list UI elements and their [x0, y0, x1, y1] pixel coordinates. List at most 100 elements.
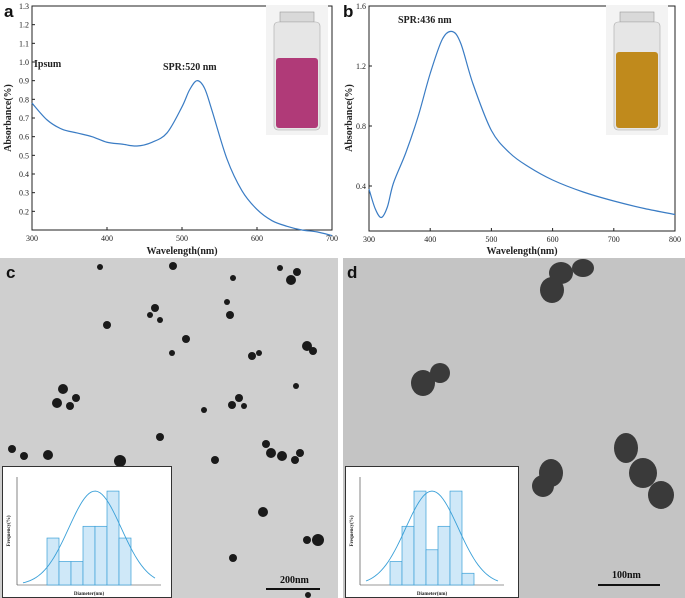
ytick-label-a-1.1: 1.1	[19, 39, 29, 48]
histogram-bar-c-4	[82, 525, 96, 586]
nanoparticle	[201, 407, 207, 413]
vial-image-b	[606, 5, 668, 135]
histogram-bar-d-7	[461, 572, 475, 586]
nanoparticle	[8, 445, 16, 453]
ytick-label-a-0.2: 0.2	[19, 207, 29, 216]
tem-image-d	[343, 258, 685, 598]
scalebar-c	[266, 588, 320, 590]
ytick-label-a-0.4: 0.4	[19, 170, 29, 179]
ytick-label-a-0.9: 0.9	[19, 77, 29, 86]
legend-label-a: Ipsum	[34, 59, 62, 70]
spectrum-line-b	[368, 30, 676, 219]
nanoparticle	[305, 592, 311, 598]
scalebar-d	[598, 584, 660, 586]
nanoparticle	[629, 458, 657, 488]
ytick-label-a-0.5: 0.5	[19, 151, 29, 160]
histogram-bar-c-1	[46, 537, 60, 586]
nanoparticle	[226, 311, 234, 319]
nanoparticle	[156, 433, 164, 441]
histogram-inset-c: Diameter(nm) Frequency(%)	[2, 466, 172, 598]
nanoparticle	[114, 455, 126, 467]
nanoparticle	[20, 452, 28, 460]
nanoparticle	[224, 299, 230, 305]
xtick-label-b-300: 300	[363, 235, 375, 244]
histogram-bar-d-3	[413, 490, 427, 586]
spectrum-line-a	[31, 80, 333, 237]
nanoparticle	[211, 456, 219, 464]
nanoparticle	[266, 448, 276, 458]
nanoparticle	[235, 394, 243, 402]
nanoparticle	[157, 317, 163, 323]
ytick-label-a-1.0: 1.0	[19, 58, 29, 67]
nanoparticle	[262, 440, 270, 448]
nanoparticle	[103, 321, 111, 329]
nanoparticle	[302, 341, 312, 351]
nanoparticle	[169, 350, 175, 356]
spectra-charts: 300 400 500 600 700 0.2 0.3 0.4 0.5 0.6 0.7 0.8 0.9 1…	[3, 2, 681, 257]
ytick-label-a-0.7: 0.7	[19, 114, 29, 123]
nanoparticle	[532, 475, 554, 497]
nanoparticle	[293, 268, 301, 276]
histogram-bar-c-5	[94, 525, 108, 586]
ylabel-a: Absorbance(%)	[3, 84, 14, 152]
ytick-label-b-0.8: 0.8	[356, 122, 366, 131]
histogram-bar-d-4	[425, 549, 439, 586]
nanoparticle	[151, 304, 159, 312]
gaussian-fit-c	[22, 490, 156, 584]
ytick-label-a-0.6: 0.6	[19, 133, 29, 142]
nanoparticle	[241, 403, 247, 409]
ytick-label-a-0.8: 0.8	[19, 95, 29, 104]
nanoparticle	[293, 383, 299, 389]
nanoparticle	[296, 449, 304, 457]
nanoparticle	[411, 370, 435, 396]
ytick-label-b-0.4: 0.4	[356, 182, 366, 191]
inset-ylabel-d: Frequency(%)	[350, 515, 355, 546]
xtick-label-b-400: 400	[424, 235, 436, 244]
plot-frame-b	[368, 5, 676, 232]
histogram-bar-c-2	[58, 561, 72, 586]
panel-letter-d: d	[347, 263, 358, 282]
nanoparticle	[258, 507, 268, 517]
nanoparticle	[312, 534, 324, 546]
xtick-label-a-300: 300	[26, 234, 38, 243]
nanoparticle	[169, 262, 177, 270]
nanoparticle	[291, 456, 299, 464]
panel-letter-b: b	[343, 2, 354, 21]
nanoparticle	[52, 398, 62, 408]
ytick-label-a-1.2: 1.2	[19, 21, 29, 30]
histogram-bar-c-7	[118, 537, 132, 586]
nanoparticle	[648, 481, 674, 509]
xtick-label-b-600: 600	[547, 235, 559, 244]
vial-image-a	[266, 5, 328, 135]
spr-annotation-b: SPR:436 nm	[398, 15, 452, 26]
nanoparticle	[303, 536, 311, 544]
nanoparticle	[277, 265, 283, 271]
gaussian-fit-d	[365, 490, 499, 582]
nanoparticle	[182, 335, 190, 343]
histogram-bar-d-5	[437, 525, 451, 586]
nanoparticle	[572, 259, 594, 277]
nanoparticle	[147, 312, 153, 318]
panel-letter-c: c	[6, 263, 16, 282]
ylabel-b: Absorbance(%)	[344, 84, 355, 152]
scalebar-label-d: 100nm	[612, 570, 641, 581]
xtick-label-a-500: 500	[176, 234, 188, 243]
inset-xlabel-d: Diameter(nm)	[417, 592, 448, 597]
histogram-inset-d: Diameter(nm) Frequency(%)	[345, 466, 519, 598]
xtick-label-b-700: 700	[608, 235, 620, 244]
histogram-bar-c-6	[106, 490, 120, 586]
nanoparticle	[58, 384, 68, 394]
inset-ylabel-c: Frequency(%)	[7, 515, 12, 546]
xlabel-a: Wavelength(nm)	[146, 246, 217, 257]
nanoparticle	[66, 402, 74, 410]
xtick-label-a-600: 600	[251, 234, 263, 243]
xtick-label-b-500: 500	[485, 235, 497, 244]
histogram-bar-d-6	[449, 490, 463, 586]
ytick-label-a-0.3: 0.3	[19, 189, 29, 198]
histogram-bar-d-1	[389, 561, 403, 586]
nanoparticle	[256, 350, 262, 356]
nanoparticle	[229, 554, 237, 562]
nanoparticle	[430, 363, 450, 383]
ytick-label-b-1.6: 1.6	[356, 2, 366, 11]
nanoparticle	[43, 450, 53, 460]
